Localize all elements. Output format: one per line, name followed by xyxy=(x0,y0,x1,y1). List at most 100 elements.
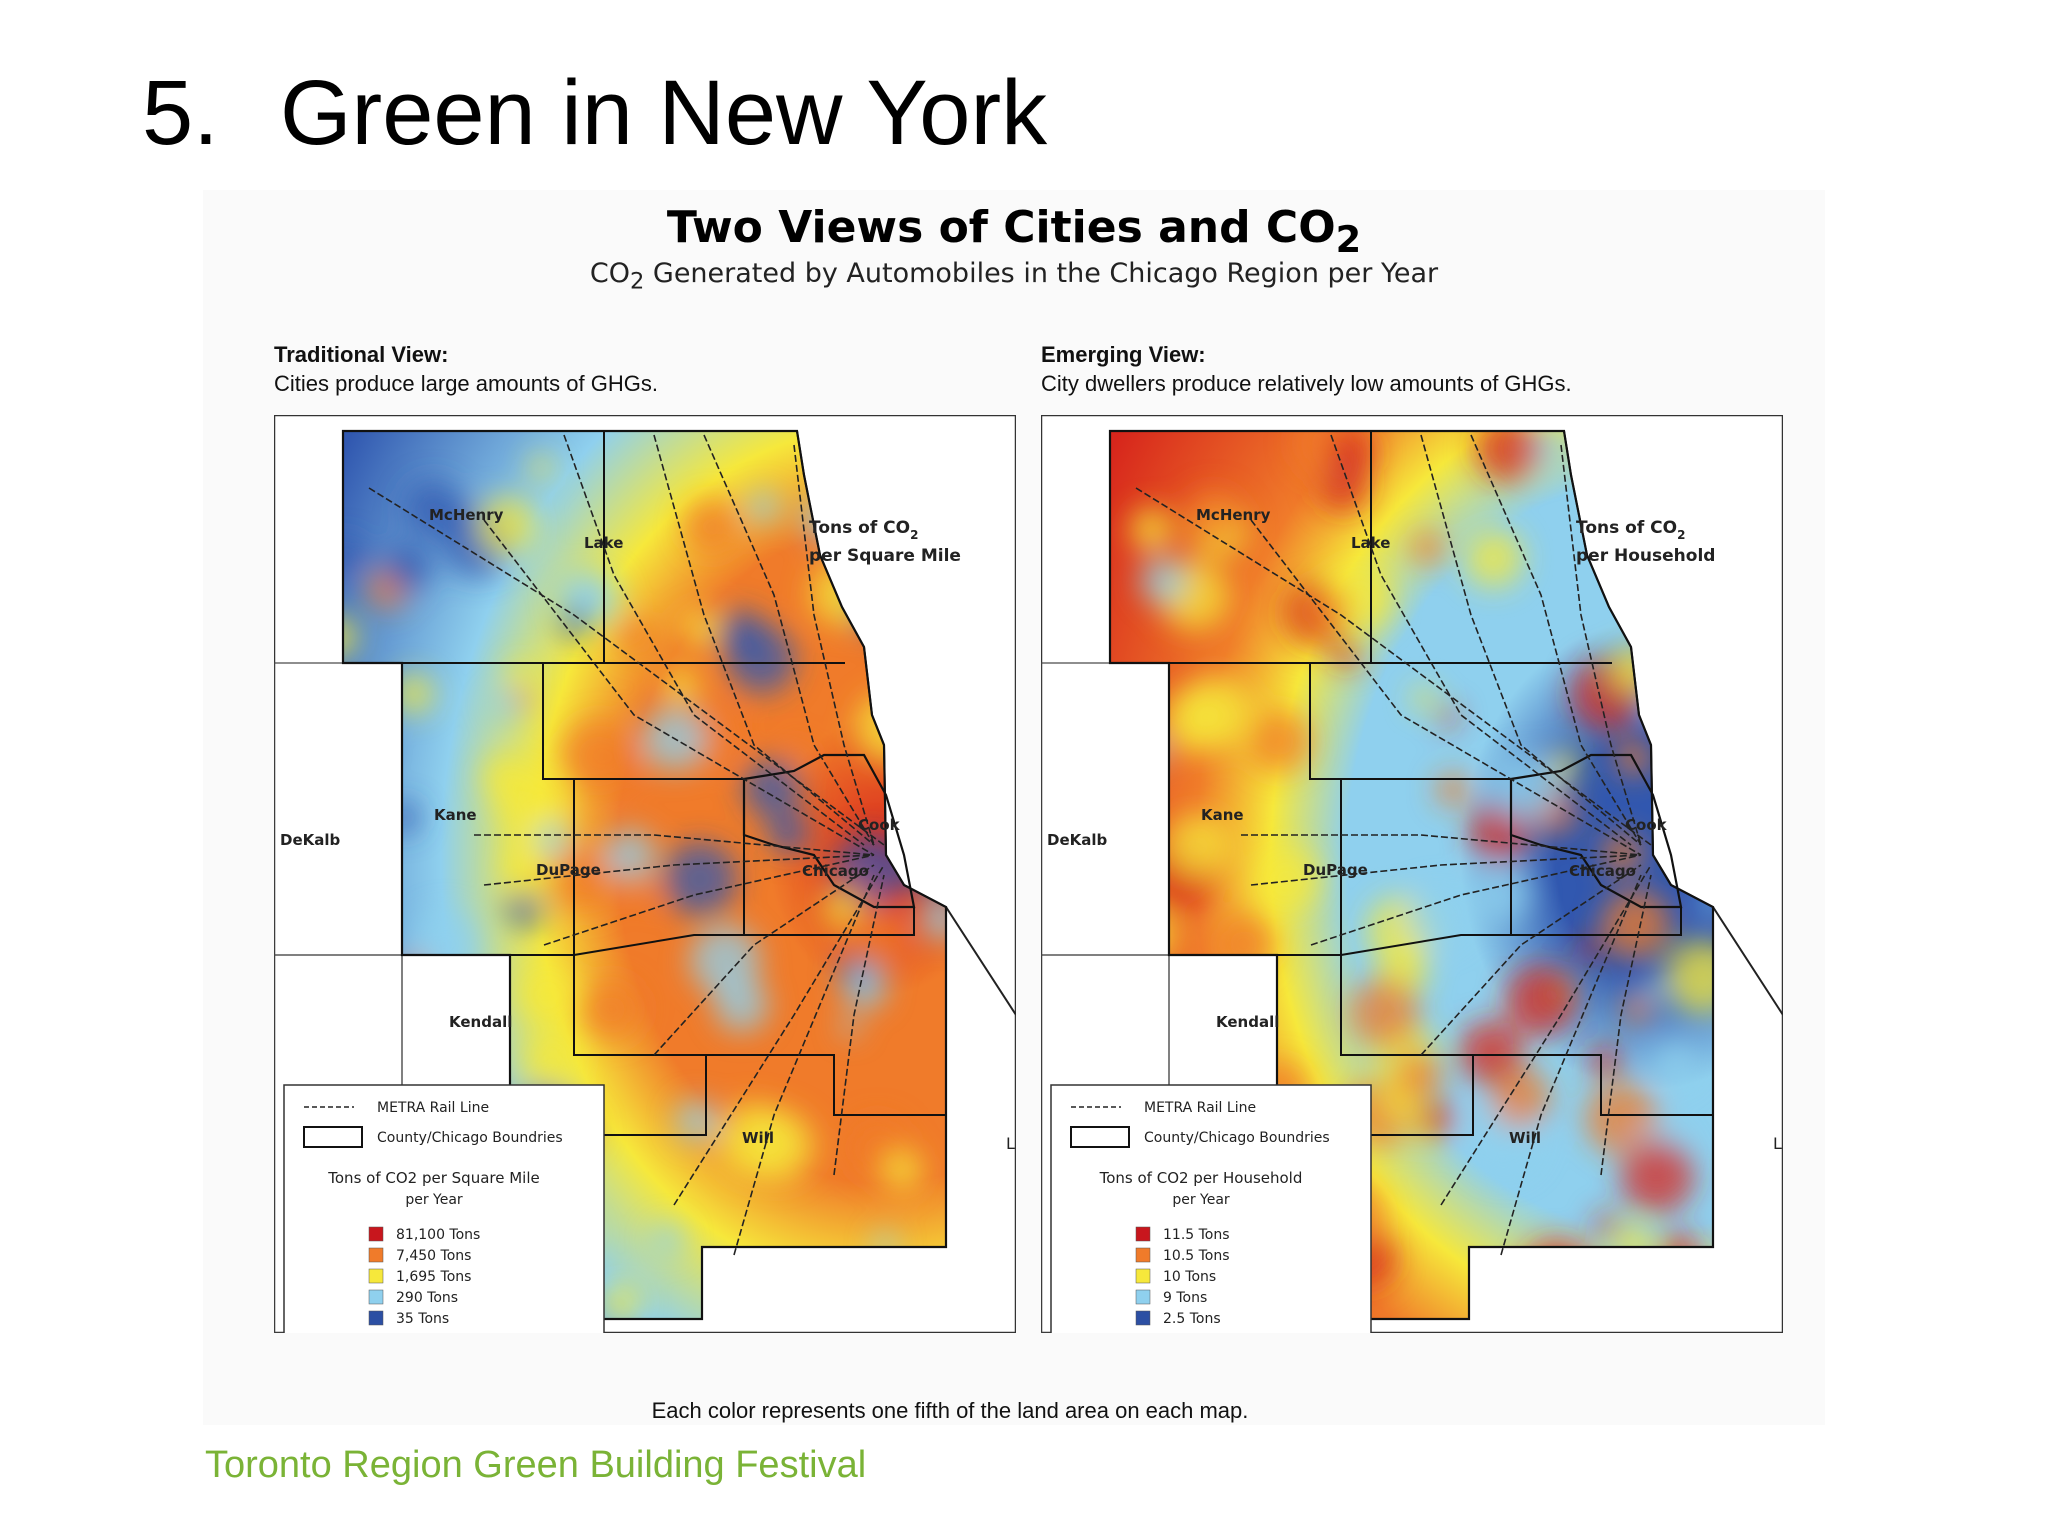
heat-blob xyxy=(1504,964,1577,1037)
heat-blob xyxy=(882,1150,923,1191)
map-svg: McHenry Lake Kane DeKalb DuPage Cook Chicago Ke… xyxy=(1041,415,1783,1333)
legend-scale-title: Tons of CO2 per Household xyxy=(1099,1169,1303,1187)
legend-swatch xyxy=(1135,1268,1151,1284)
study-area-boundary xyxy=(341,429,948,1321)
county-label: Will xyxy=(742,1129,774,1147)
metra-rail-line xyxy=(1250,854,1642,886)
heat-blob xyxy=(747,490,780,524)
county-boundary xyxy=(1340,934,1511,956)
view-heading-title: Traditional View: xyxy=(274,342,449,367)
emerging-view-heading: Emerging View: City dwellers produce rel… xyxy=(1041,340,1572,398)
metra-rail-line xyxy=(563,434,865,846)
heat-blob xyxy=(1185,490,1240,544)
heat-blob xyxy=(1246,709,1311,774)
heat-blob xyxy=(1162,686,1231,755)
county-label: Chicago xyxy=(802,862,869,880)
legend-scale-unit: per Year xyxy=(1172,1192,1230,1208)
county-boundary xyxy=(1309,663,1342,955)
county-label: DeKalb xyxy=(280,831,341,849)
heat-blob xyxy=(1491,753,1559,821)
heat-blob xyxy=(1664,938,1713,1015)
legend-entry-label: 11.5 Tons xyxy=(1163,1227,1230,1243)
metra-rail-line xyxy=(543,854,875,946)
county-label: Cook xyxy=(1625,816,1668,834)
footer-credit: Toronto Region Green Building Festival xyxy=(205,1444,867,1486)
heat-blob xyxy=(1622,993,1653,1024)
figure-title-text: Two Views of Cities and CO xyxy=(666,202,1336,253)
legend-entry-label: 290 Tons xyxy=(396,1290,458,1306)
heat-blob xyxy=(489,690,519,721)
legend-swatch xyxy=(368,1289,384,1305)
figure-caption: Each color represents one fifth of the l… xyxy=(651,1398,1249,1423)
metra-rail-line xyxy=(653,434,875,846)
county-label: Lake xyxy=(584,534,623,552)
metra-rail-line xyxy=(833,874,885,1176)
county-label: Chicago xyxy=(1569,862,1636,880)
heat-blob xyxy=(1458,1020,1523,1085)
slide-number: 5. xyxy=(142,62,219,164)
heat-blob xyxy=(617,618,655,655)
metra-rail-line xyxy=(483,519,875,856)
heat-blob xyxy=(560,608,591,639)
heat-blob xyxy=(534,821,571,858)
heat-blob xyxy=(1254,846,1320,912)
heat-blob xyxy=(1654,1042,1698,1086)
map-metric-title: Tons of CO2 per Household xyxy=(1576,518,1715,566)
metra-rail-line xyxy=(483,854,875,886)
legend-entry-label: 81,100 Tons xyxy=(396,1227,480,1243)
study-area-boundary xyxy=(1108,429,1715,1321)
legend-entry-label: 10.5 Tons xyxy=(1163,1248,1230,1264)
metra-rail-line xyxy=(733,874,875,1256)
heat-blob xyxy=(618,750,643,774)
heat-blob xyxy=(683,499,740,555)
traditional-map: McHenry Lake Kane DeKalb DuPage Cook Chicago Ke… xyxy=(274,415,1016,1333)
heat-blob xyxy=(1435,772,1470,807)
county-label: DuPage xyxy=(1303,861,1368,879)
heat-blob xyxy=(580,978,643,1041)
subtitle-rest: Generated by Automobiles in the Chicago … xyxy=(644,258,1439,289)
heat-blob xyxy=(716,609,767,660)
heat-blob xyxy=(495,765,569,839)
traditional-view-heading: Traditional View: Cities produce large a… xyxy=(274,340,658,398)
view-heading-title: Emerging View: xyxy=(1041,342,1206,367)
subtitle-co: CO xyxy=(589,258,630,289)
heat-blob xyxy=(662,666,699,703)
county-label: DeKalb xyxy=(1047,831,1108,849)
heat-blob xyxy=(717,1102,793,1178)
legend-entry-label: 1,695 Tons xyxy=(396,1269,471,1285)
county-label: McHenry xyxy=(429,506,504,524)
legend-entry-label: 9 Tons xyxy=(1163,1290,1207,1306)
metra-rail-line xyxy=(703,434,875,846)
metra-rail-line xyxy=(673,864,885,1206)
heat-blob xyxy=(1407,886,1469,947)
heat-blob xyxy=(404,480,463,538)
county-label: Cook xyxy=(858,816,901,834)
heat-blob xyxy=(343,614,358,660)
metra-rail-line xyxy=(793,444,875,846)
edge-mark: L xyxy=(1773,1134,1782,1153)
heat-blob xyxy=(525,1031,579,1086)
legend-boundary-label: County/Chicago Boundries xyxy=(1144,1130,1330,1146)
county-boundary xyxy=(1473,1054,1713,1116)
heat-blob xyxy=(675,1100,718,1142)
figure-title: Two Views of Cities and CO2 xyxy=(203,202,1825,261)
heat-blob xyxy=(343,537,363,573)
chicago-co2-figure: Two Views of Cities and CO2 CO2 Generate… xyxy=(203,190,1825,1425)
view-heading-description: Cities produce large amounts of GHGs. xyxy=(274,371,658,396)
legend-swatch xyxy=(368,1268,384,1284)
heat-blob xyxy=(602,1282,642,1319)
metra-rail-line xyxy=(1600,874,1652,1176)
heat-blob xyxy=(1490,1067,1551,1128)
metra-rail-line xyxy=(1560,444,1642,846)
county-label: Will xyxy=(1509,1129,1541,1147)
metra-rail-line xyxy=(1310,854,1642,946)
heat-blob xyxy=(651,1223,685,1257)
legend-entry-label: 2.5 Tons xyxy=(1163,1311,1221,1327)
heat-blob xyxy=(680,608,718,646)
metra-rail-line xyxy=(1470,434,1642,846)
heat-blob xyxy=(393,673,434,715)
legend-swatch xyxy=(1135,1289,1151,1305)
heat-blob xyxy=(1411,686,1436,710)
metra-rail-line xyxy=(1420,864,1642,1056)
heat-blob xyxy=(843,966,887,1009)
